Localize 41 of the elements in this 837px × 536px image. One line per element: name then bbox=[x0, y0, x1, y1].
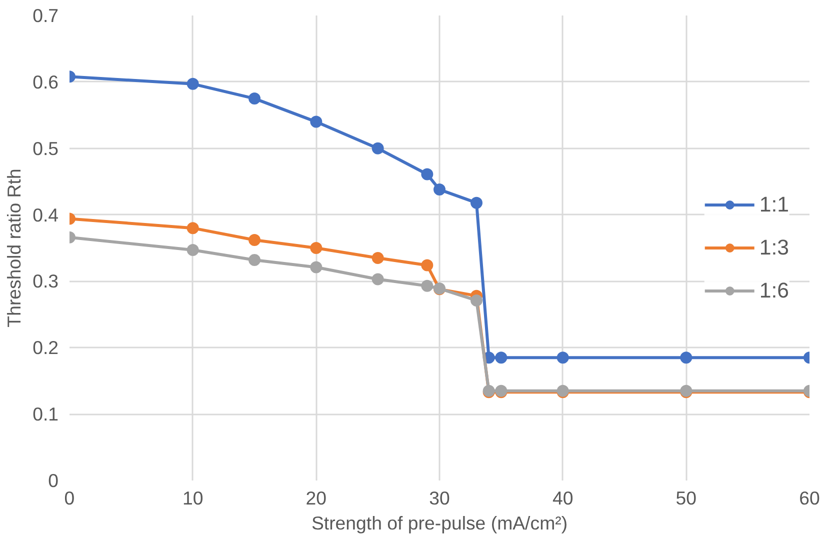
point bbox=[186, 78, 199, 90]
point bbox=[248, 92, 260, 105]
y-tick-label: 0.1 bbox=[32, 404, 59, 425]
legend-label: 1:6 bbox=[759, 278, 789, 303]
point bbox=[186, 244, 199, 256]
x-tick-label: 20 bbox=[306, 488, 327, 508]
point bbox=[310, 242, 322, 254]
x-tick-label: 40 bbox=[552, 488, 574, 508]
x-tick-label: 60 bbox=[799, 488, 820, 508]
y-tick-label: 0.5 bbox=[32, 138, 59, 159]
y-tick-label: 0 bbox=[48, 470, 59, 491]
point bbox=[495, 352, 508, 364]
point bbox=[372, 142, 384, 154]
y-tick-label: 0.3 bbox=[32, 270, 59, 292]
x-tick-label: 50 bbox=[676, 488, 697, 508]
point bbox=[434, 184, 446, 196]
point bbox=[372, 273, 384, 286]
point bbox=[421, 280, 434, 292]
point bbox=[248, 234, 260, 246]
x-tick-label: 0 bbox=[64, 488, 75, 508]
y-tick-label: 0.7 bbox=[32, 5, 59, 26]
legend-label: 1:1 bbox=[759, 192, 789, 217]
x-tick-label: 30 bbox=[429, 488, 450, 508]
point bbox=[310, 116, 322, 128]
y-tick-label: 0.6 bbox=[32, 71, 59, 92]
x-tick-label: 10 bbox=[182, 488, 204, 508]
point bbox=[470, 196, 482, 209]
point bbox=[186, 222, 199, 234]
point bbox=[470, 294, 482, 306]
y-tick-label: 0.2 bbox=[32, 337, 59, 358]
point bbox=[680, 352, 692, 364]
legend-label: 1:3 bbox=[759, 235, 789, 260]
y-tick-label: 0.4 bbox=[32, 204, 59, 226]
x-axis-title: Strength of pre-pulse (mA/cm²) bbox=[311, 512, 568, 534]
y-axis-title: Threshold ratio Rth bbox=[4, 168, 25, 328]
point bbox=[372, 252, 384, 264]
point bbox=[421, 168, 434, 180]
point bbox=[556, 352, 569, 364]
point bbox=[310, 261, 322, 274]
point bbox=[421, 259, 434, 272]
point bbox=[248, 254, 260, 266]
